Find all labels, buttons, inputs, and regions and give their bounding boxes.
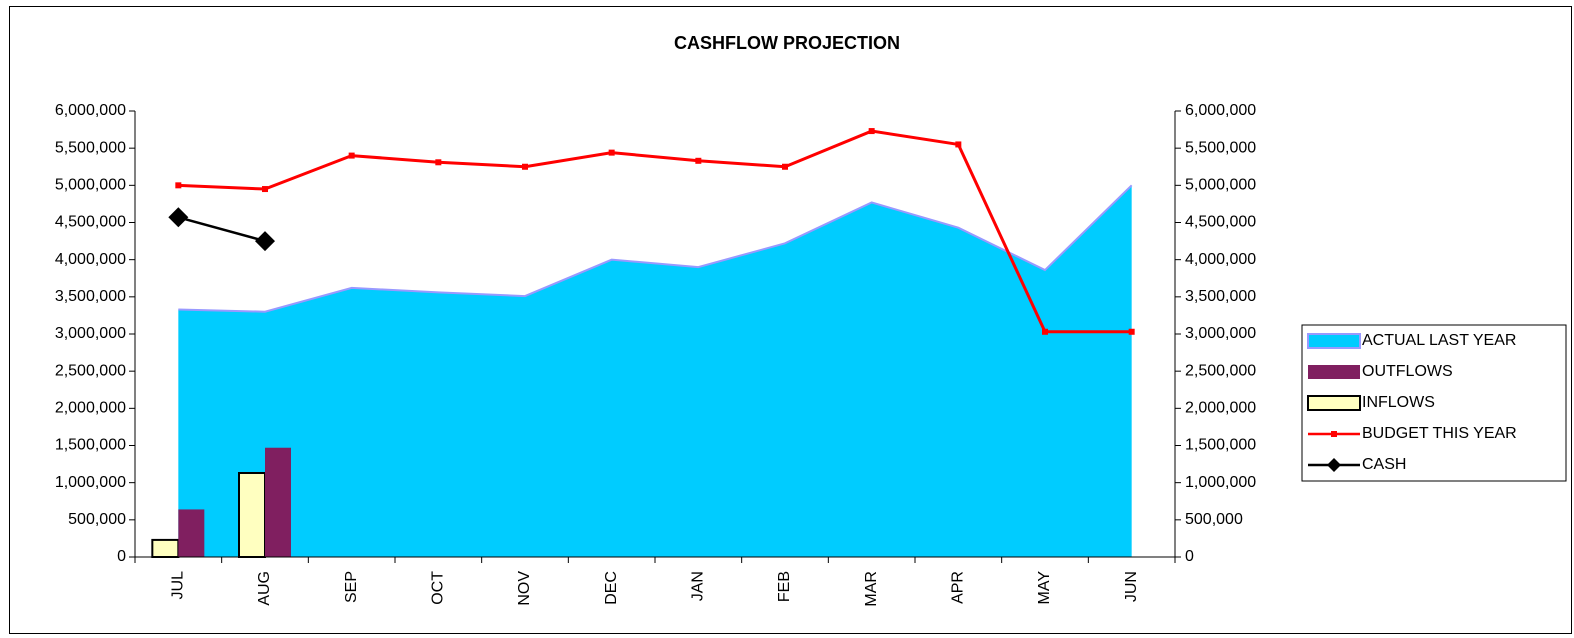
marker: [168, 207, 189, 228]
y2-tick-label: 2,000,000: [1185, 400, 1256, 417]
y2-tick-label: 2,500,000: [1185, 362, 1256, 379]
y-tick-label: 5,000,000: [55, 177, 126, 194]
marker: [955, 141, 962, 148]
y-tick-label: 4,500,000: [55, 214, 126, 231]
y-tick-label: 2,500,000: [55, 362, 126, 379]
y2-tick-label: 5,000,000: [1185, 177, 1256, 194]
line: [178, 216, 266, 243]
x-tick-label: MAR: [863, 571, 880, 607]
y-tick-label: 3,000,000: [55, 325, 126, 342]
bar: [238, 472, 266, 558]
x-tick-label: DEC: [603, 571, 620, 605]
legend-swatch: [1307, 395, 1361, 411]
y2-tick-label: 6,000,000: [1185, 102, 1256, 119]
marker: [1128, 328, 1135, 335]
x-tick-label: JAN: [690, 571, 707, 601]
x-tick-label: MAY: [1036, 571, 1053, 605]
bar: [178, 509, 205, 557]
y2-tick-label: 3,500,000: [1185, 288, 1256, 305]
x-tick-label: SEP: [343, 571, 360, 603]
y2-tick-label: 4,500,000: [1185, 214, 1256, 231]
chart-title: CASHFLOW PROJECTION: [674, 33, 900, 53]
y2-tick-label: 1,500,000: [1185, 437, 1256, 454]
marker: [608, 149, 615, 156]
y2-tick-label: 4,000,000: [1185, 251, 1256, 268]
marker: [262, 186, 268, 193]
marker: [255, 231, 275, 252]
y-tick-label: 1,000,000: [55, 474, 126, 491]
x-tick-label: AUG: [256, 571, 273, 606]
legend-label: INFLOWS: [1362, 394, 1435, 411]
y-tick-label: 0: [117, 548, 126, 565]
y-tick-label: 2,000,000: [55, 400, 126, 417]
x-tick-label: JUN: [1123, 571, 1140, 602]
legend-marker: [1331, 431, 1337, 437]
y2-tick-label: 500,000: [1185, 511, 1243, 528]
marker: [1042, 328, 1048, 335]
y-tick-label: 500,000: [68, 511, 126, 528]
y2-tick-label: 0: [1185, 548, 1194, 565]
x-tick-label: FEB: [776, 571, 793, 602]
x-tick-label: JUL: [170, 571, 187, 600]
marker: [522, 163, 528, 170]
marker: [348, 152, 355, 159]
bar: [151, 538, 180, 558]
x-tick-label: NOV: [516, 571, 533, 606]
marker: [782, 163, 788, 170]
y2-tick-label: 3,000,000: [1185, 325, 1256, 342]
legend-label: OUTFLOWS: [1362, 363, 1453, 380]
bar: [265, 447, 291, 557]
legend-label: ACTUAL LAST YEAR: [1362, 332, 1516, 349]
legend-swatch: [1308, 365, 1360, 379]
area: [178, 185, 1132, 558]
marker: [435, 159, 442, 166]
line: [178, 129, 1132, 334]
legend-label: CASH: [1362, 456, 1406, 473]
x-tick-label: OCT: [430, 571, 447, 605]
y-tick-label: 3,500,000: [55, 288, 126, 305]
legend-swatch: [1307, 333, 1361, 349]
area-edge: [178, 184, 1133, 313]
y2-tick-label: 1,000,000: [1185, 474, 1256, 491]
y-tick-label: 4,000,000: [55, 251, 126, 268]
legend-marker: [1327, 458, 1341, 472]
marker: [695, 157, 702, 164]
y-tick-label: 1,500,000: [55, 437, 126, 454]
y2-tick-label: 5,500,000: [1185, 139, 1256, 156]
y-tick-label: 5,500,000: [55, 139, 126, 156]
x-tick-label: APR: [950, 571, 967, 604]
legend-label: BUDGET THIS YEAR: [1362, 425, 1517, 442]
marker: [175, 182, 182, 189]
y-tick-label: 6,000,000: [55, 102, 126, 119]
marker: [868, 128, 875, 135]
